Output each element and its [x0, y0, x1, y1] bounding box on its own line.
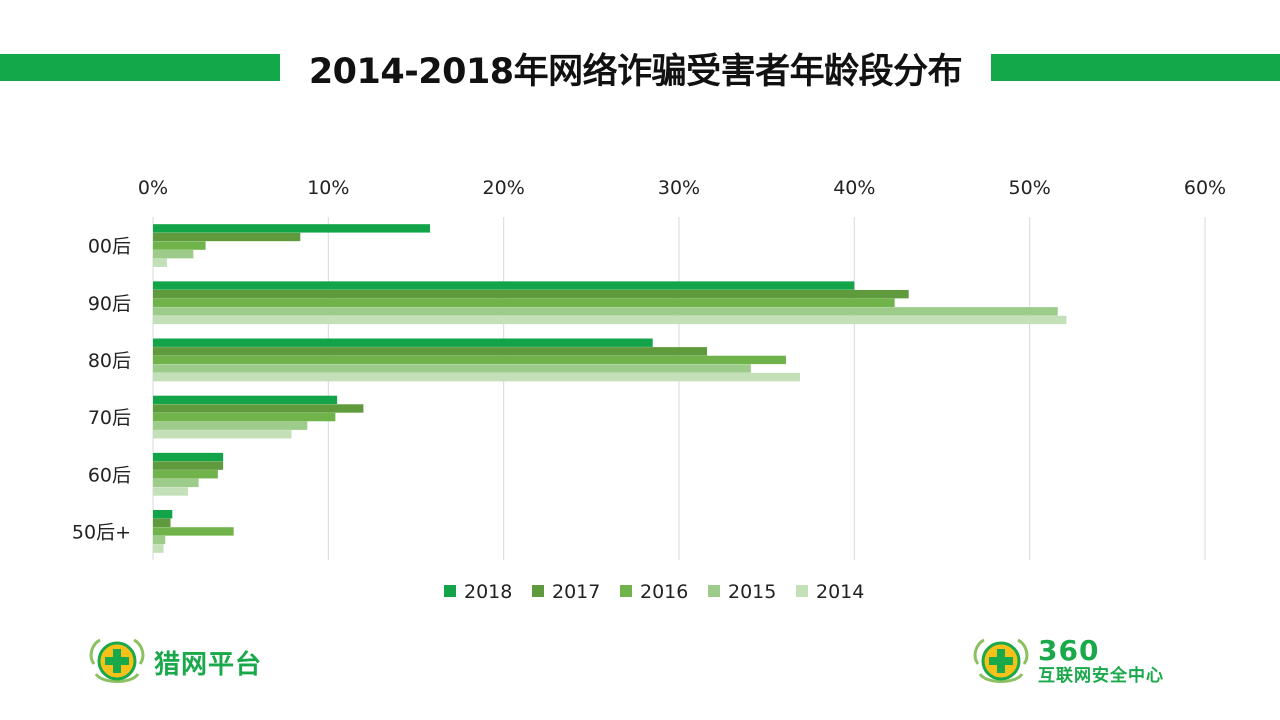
- lieweng-logo: 猎网平台: [86, 634, 262, 690]
- legend-swatch: [796, 585, 808, 597]
- bar-2014: [153, 258, 168, 267]
- x-axis-ticks: 0% 10% 20% 30% 40% 50% 60%: [138, 177, 1226, 199]
- bar-2014: [153, 372, 800, 382]
- age-distribution-bar-chart: 0% 10% 20% 30% 40% 50% 60% 00后 90后 80后 70后 60后 50后+…: [72, 177, 1226, 603]
- x-tick-label: 60%: [1184, 177, 1226, 199]
- category-label: 70后: [88, 407, 131, 429]
- bar-2014: [153, 315, 1067, 325]
- bar-2017: [153, 461, 224, 470]
- bar-2017: [153, 347, 708, 356]
- 360-logo: 360 互联网安全中心: [970, 634, 1164, 690]
- bar-2015: [153, 478, 199, 488]
- x-tick-label: 40%: [833, 177, 875, 199]
- bar-2016: [153, 241, 206, 250]
- legend-swatch: [444, 585, 456, 597]
- bar-2018: [153, 510, 173, 519]
- bars: [153, 224, 1067, 553]
- x-tick-label: 30%: [658, 177, 700, 199]
- x-tick-label: 50%: [1009, 177, 1051, 199]
- legend-swatch: [708, 585, 720, 597]
- legend-label: 2015: [728, 581, 776, 603]
- 360-logo-number: 360: [1038, 634, 1100, 667]
- bar-2017: [153, 289, 909, 299]
- bar-2016: [153, 412, 336, 422]
- x-tick-label: 0%: [138, 177, 168, 199]
- grid-lines: [152, 217, 1206, 560]
- category-label: 90后: [88, 293, 131, 315]
- bar-2015: [153, 249, 194, 259]
- bar-2015: [153, 364, 751, 373]
- legend-label: 2018: [464, 581, 512, 603]
- bar-2015: [153, 307, 1058, 316]
- bar-2017: [153, 232, 301, 242]
- bar-2014: [153, 487, 189, 496]
- bar-2014: [153, 544, 164, 553]
- bar-2016: [153, 298, 895, 307]
- legend: 2018 2017 2016 2015 2014: [444, 581, 864, 603]
- bar-2016: [153, 470, 218, 479]
- legend-swatch: [532, 585, 544, 597]
- category-label: 50后+: [72, 521, 131, 543]
- title-accent-bar-left: [0, 54, 280, 81]
- title-accent-bar-right: [991, 54, 1280, 81]
- bar-2018: [153, 395, 338, 405]
- category-labels: 00后 90后 80后 70后 60后 50后+: [72, 236, 131, 544]
- x-tick-label: 10%: [307, 177, 349, 199]
- x-tick-label: 20%: [483, 177, 525, 199]
- bar-2016: [153, 527, 234, 536]
- bar-2018: [153, 338, 653, 347]
- shield-plus-icon: [973, 638, 1029, 683]
- bar-2018: [153, 224, 431, 233]
- shield-plus-icon: [89, 638, 145, 683]
- bar-2017: [153, 518, 171, 528]
- page-title: 2014-2018年网络诈骗受害者年龄段分布: [308, 52, 963, 92]
- category-label: 80后: [88, 350, 131, 372]
- bar-2017: [153, 404, 364, 413]
- legend-swatch: [620, 585, 632, 597]
- 360-logo-subtitle: 互联网安全中心: [1038, 666, 1164, 686]
- lieweng-logo-text: 猎网平台: [154, 649, 263, 680]
- bar-2015: [153, 535, 166, 545]
- bar-2018: [153, 281, 855, 290]
- bar-2016: [153, 355, 786, 365]
- bar-2014: [153, 430, 292, 439]
- legend-label: 2016: [640, 581, 688, 603]
- legend-label: 2017: [552, 581, 600, 603]
- legend-label: 2014: [816, 581, 864, 603]
- category-label: 60后: [88, 464, 131, 486]
- category-label: 00后: [88, 236, 131, 258]
- bar-2018: [153, 452, 224, 462]
- bar-2015: [153, 421, 308, 430]
